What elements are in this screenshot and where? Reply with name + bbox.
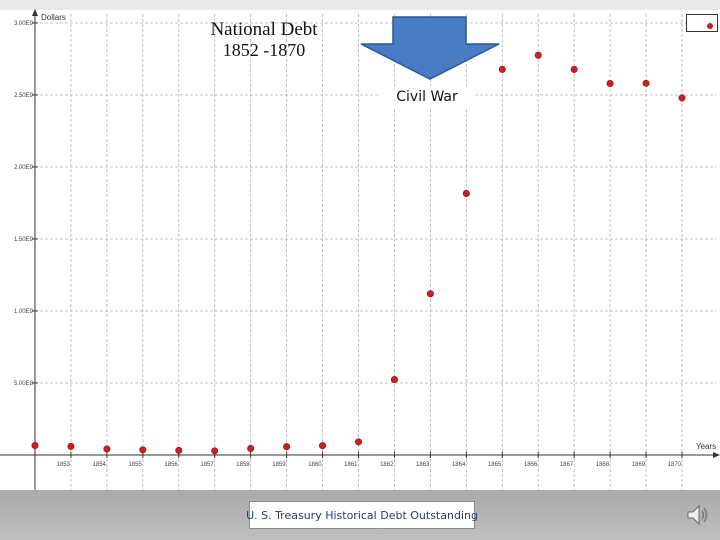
y-axis-label: Dollars — [41, 13, 66, 22]
x-tick-label: 1868 — [596, 462, 610, 468]
y-tick-label: 1.00E9 — [14, 309, 34, 315]
x-tick-label: 1860 — [308, 462, 322, 468]
x-tick-label: 1853 — [57, 462, 71, 468]
x-tick-label: 1863 — [416, 462, 430, 468]
x-tick-label: 1858 — [236, 462, 250, 468]
x-tick-label: 1862 — [380, 462, 394, 468]
x-tick-label: 1859 — [272, 462, 286, 468]
scatter-plot: Dollars Years 5.00E8 1.00E9 1.50E9 2.00E9 2.… — [0, 9, 720, 490]
title-line-2: 1852 -1870 — [222, 40, 306, 60]
legend-marker — [707, 23, 713, 29]
data-point — [247, 445, 255, 453]
axes-layer: Dollars Years — [0, 9, 720, 490]
x-tick-label: 1864 — [452, 462, 466, 468]
data-point — [426, 290, 434, 298]
x-tick-label: 1854 — [93, 462, 107, 468]
x-tick-label: 1865 — [488, 462, 502, 468]
data-point — [570, 65, 578, 73]
y-tick-label: 3.00E9 — [14, 21, 34, 27]
down-arrow-icon — [360, 16, 500, 80]
data-point — [462, 189, 470, 197]
data-point — [211, 447, 219, 455]
x-tick-label: 1861 — [344, 462, 358, 468]
x-tick-label: 1857 — [200, 462, 214, 468]
x-axis-arrow — [713, 452, 720, 458]
data-point — [606, 79, 614, 87]
grid-layer — [32, 14, 716, 490]
x-tick-label: 1855 — [128, 462, 142, 468]
data-points — [31, 51, 686, 455]
data-point — [31, 441, 39, 449]
data-point — [103, 445, 111, 453]
data-point — [319, 442, 327, 450]
x-tick-labels: 1853 1854 1855 1856 1857 1858 1859 1860 1861 1862… — [57, 462, 682, 468]
data-point — [67, 442, 75, 450]
data-point — [175, 446, 183, 454]
x-tick-label: 1869 — [632, 462, 646, 468]
y-tick-label: 5.00E8 — [14, 381, 34, 387]
y-tick-label: 1.50E9 — [14, 237, 34, 243]
chart-title: National Debt 1852 -1870 — [204, 19, 324, 61]
x-tick-label: 1866 — [524, 462, 538, 468]
legend — [686, 14, 718, 32]
data-point — [678, 94, 686, 102]
y-tick-label: 2.00E9 — [14, 165, 34, 171]
x-tick-label: 1856 — [164, 462, 178, 468]
data-point — [390, 376, 398, 384]
x-axis-label: Years — [696, 442, 716, 451]
title-line-1: National Debt — [210, 19, 318, 40]
data-point — [642, 79, 650, 87]
data-point — [534, 51, 542, 59]
x-tick-label: 1867 — [560, 462, 574, 468]
data-point — [498, 65, 506, 73]
data-point — [354, 438, 362, 446]
y-axis-arrow — [32, 9, 38, 16]
source-caption: U. S. Treasury Historical Debt Outstandi… — [246, 501, 478, 529]
civil-war-arrow — [360, 16, 500, 80]
x-tick-label: 1870 — [668, 462, 682, 468]
data-point — [139, 446, 147, 454]
top-strip — [0, 0, 720, 10]
y-tick-labels: 5.00E8 1.00E9 1.50E9 2.00E9 2.50E9 3.00E9 — [14, 21, 34, 387]
data-point — [283, 443, 291, 451]
speaker-icon[interactable] — [682, 501, 710, 529]
y-tick-label: 2.50E9 — [14, 93, 34, 99]
civil-war-label: Civil War — [380, 86, 474, 108]
